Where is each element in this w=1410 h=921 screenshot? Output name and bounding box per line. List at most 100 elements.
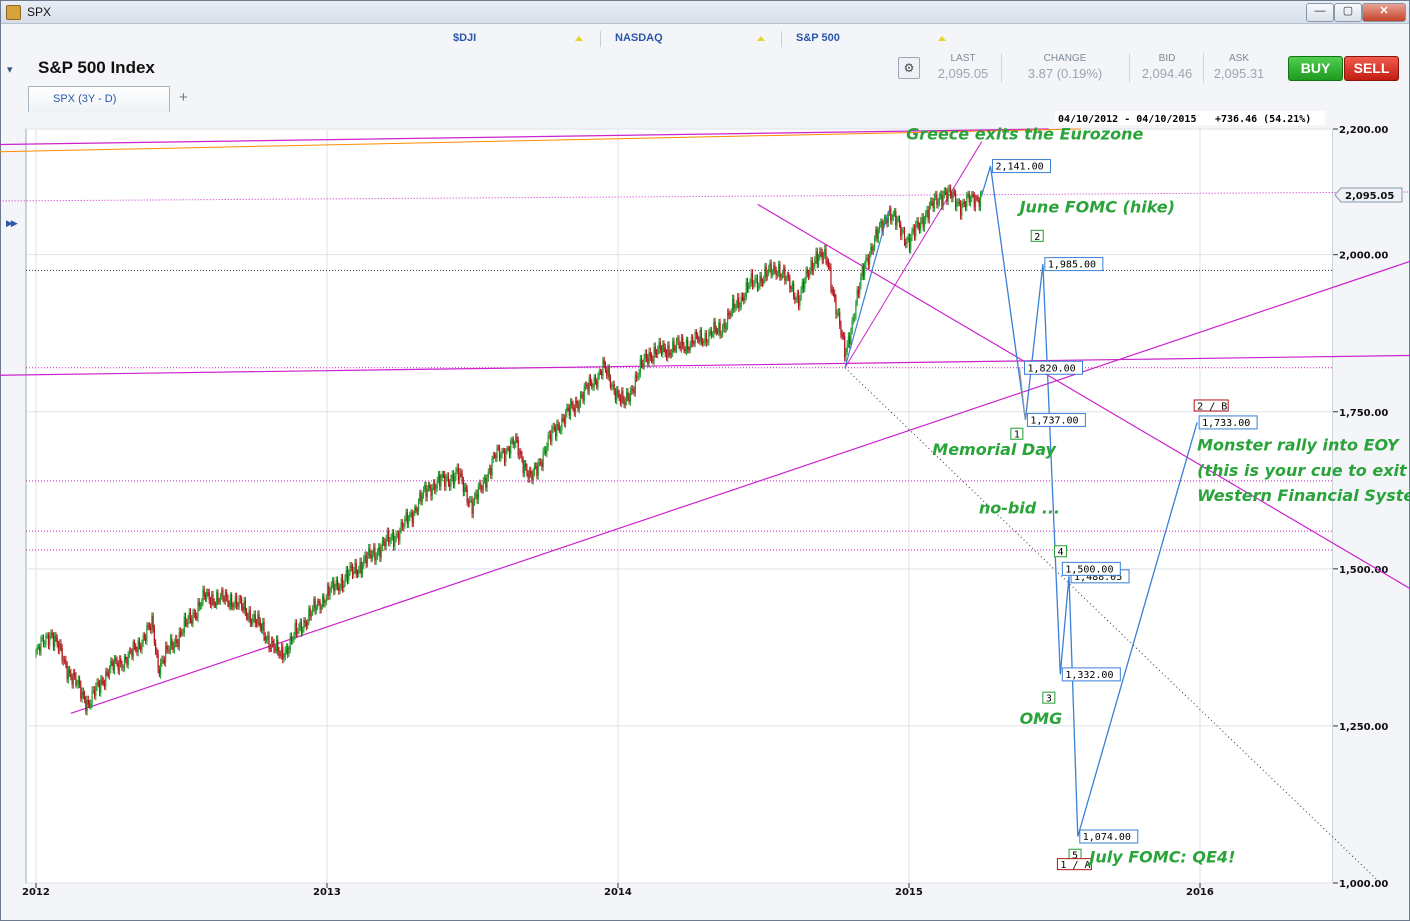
candle-body (736, 297, 739, 305)
candle-body (172, 645, 174, 651)
add-tab-button[interactable]: + (179, 89, 188, 106)
candle-body (341, 577, 344, 589)
candle-body (346, 570, 349, 581)
wave-label-box (1054, 545, 1067, 558)
candle-body (133, 642, 136, 646)
candle-body (356, 573, 359, 575)
y-axis-panel (1333, 109, 1405, 903)
candle-body (961, 203, 963, 216)
candle-body (302, 629, 304, 633)
candle-body (881, 221, 883, 232)
candle-body (88, 704, 91, 707)
close-button[interactable]: ✕ (1362, 3, 1406, 22)
maximize-button[interactable]: ▢ (1334, 3, 1362, 22)
candle-body (400, 522, 402, 531)
candle-body (511, 439, 513, 441)
candle-body (97, 682, 99, 685)
candle-body (583, 386, 585, 401)
candle-body (898, 218, 901, 225)
ticker-dji[interactable]: $DJI (453, 32, 477, 44)
candle-body (37, 646, 40, 648)
candle-body (895, 211, 897, 226)
candle-body (911, 231, 913, 238)
expand-panel-icon[interactable]: ▶▶ (6, 218, 18, 228)
candle-body (151, 616, 153, 631)
candle-body (253, 614, 255, 619)
candle-body (365, 555, 367, 564)
candle-body (441, 474, 443, 478)
candle-body (938, 197, 940, 203)
sell-button[interactable]: SELL (1344, 56, 1399, 81)
candle-body (192, 612, 194, 624)
tab-spx-3y-d[interactable]: SPX (3Y - D) (28, 86, 170, 112)
candle-body (741, 296, 744, 298)
candle-body (623, 399, 625, 406)
candle-body (395, 534, 397, 540)
minimize-button[interactable]: — (1306, 3, 1334, 22)
candle-body (307, 621, 309, 627)
candle-body (492, 455, 494, 460)
candle-body (668, 345, 670, 354)
candle-body (57, 644, 60, 650)
chart-settings-icon[interactable]: ⚙ (898, 57, 920, 79)
ticker-sp500[interactable]: S&P 500 (796, 32, 840, 44)
candle-body (315, 607, 317, 611)
candle-body (928, 206, 931, 220)
candle-body (41, 637, 43, 639)
candle-body (522, 459, 524, 474)
candle-body (140, 645, 142, 651)
candle-body (231, 595, 233, 606)
candle-body (98, 684, 101, 693)
candle-body (181, 633, 183, 635)
candle-body (389, 540, 391, 543)
candle-body (262, 622, 264, 631)
candle-body (543, 450, 545, 452)
candle-body (391, 532, 393, 538)
candle-body (735, 304, 737, 309)
candle-body (496, 447, 498, 458)
candle-body (150, 627, 152, 631)
candle-body (807, 273, 810, 276)
candle-body (634, 375, 636, 393)
candle-body (789, 277, 791, 289)
candle-body (601, 371, 603, 376)
candle-body (198, 601, 200, 607)
candle-body (749, 283, 751, 287)
candle-body (687, 339, 689, 350)
candle-body (765, 266, 767, 277)
candle-body (897, 218, 899, 220)
candle-body (145, 637, 147, 642)
candle-body (655, 353, 658, 355)
candle-body (969, 198, 972, 203)
candle-body (926, 210, 928, 215)
candle-body (609, 377, 612, 388)
candle-body (404, 518, 406, 526)
candle-body (424, 484, 426, 490)
candle-body (814, 260, 816, 267)
candle-body (131, 651, 133, 657)
candle-body (862, 266, 864, 276)
candle-body (847, 336, 850, 345)
candle-body (611, 385, 613, 388)
candle-body (62, 659, 65, 662)
candle-body (537, 462, 539, 476)
candle-body (482, 480, 484, 490)
ticker-divider (781, 31, 782, 47)
candle-body (652, 359, 654, 362)
candle-body (117, 663, 119, 671)
candle-body (896, 219, 898, 226)
candle-body (407, 517, 410, 524)
candle-body (462, 481, 464, 493)
candle-body (688, 349, 690, 351)
chart-annotation: no-bid ... (979, 499, 1060, 518)
collapse-chevron-icon[interactable]: ▾ (7, 64, 13, 76)
candle-body (168, 649, 170, 651)
candle-body (528, 470, 531, 479)
candle-body (672, 341, 674, 353)
candle-body (414, 507, 416, 514)
candle-body (446, 476, 448, 479)
candle-body (339, 587, 341, 591)
buy-button[interactable]: BUY (1288, 56, 1343, 81)
ticker-nasdaq[interactable]: NASDAQ (615, 32, 663, 44)
